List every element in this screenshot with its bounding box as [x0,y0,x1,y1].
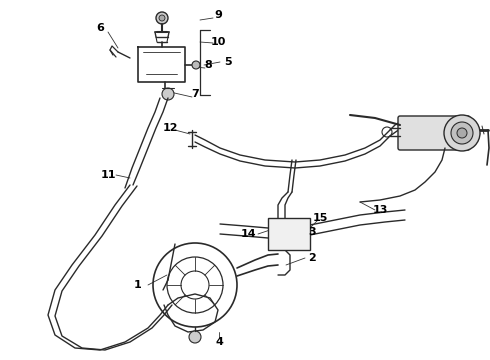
Circle shape [451,122,473,144]
Circle shape [162,88,174,100]
Text: 5: 5 [224,57,232,67]
Text: 2: 2 [308,253,316,263]
Text: 11: 11 [100,170,116,180]
Text: 8: 8 [204,60,212,70]
FancyBboxPatch shape [268,218,310,250]
Text: 12: 12 [162,123,178,133]
Circle shape [192,61,200,69]
Circle shape [159,15,165,21]
Text: 1: 1 [134,280,142,290]
Text: 15: 15 [312,213,328,223]
Text: 7: 7 [191,89,199,99]
Text: 13: 13 [372,205,388,215]
Text: 14: 14 [240,229,256,239]
Circle shape [189,331,201,343]
Circle shape [457,128,467,138]
Text: 9: 9 [214,10,222,20]
Text: 6: 6 [96,23,104,33]
Circle shape [156,12,168,24]
Text: 4: 4 [215,337,223,347]
Text: 10: 10 [210,37,226,47]
Circle shape [444,115,480,151]
Text: 3: 3 [308,227,316,237]
FancyBboxPatch shape [398,116,470,150]
